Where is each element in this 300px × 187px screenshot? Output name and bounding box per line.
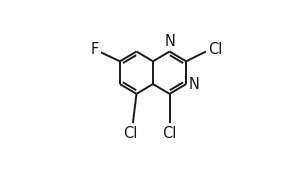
Text: Cl: Cl — [162, 126, 177, 141]
Text: N: N — [164, 34, 175, 49]
Text: F: F — [91, 42, 99, 57]
Text: Cl: Cl — [124, 126, 138, 141]
Text: N: N — [189, 76, 200, 92]
Text: Cl: Cl — [208, 42, 222, 57]
